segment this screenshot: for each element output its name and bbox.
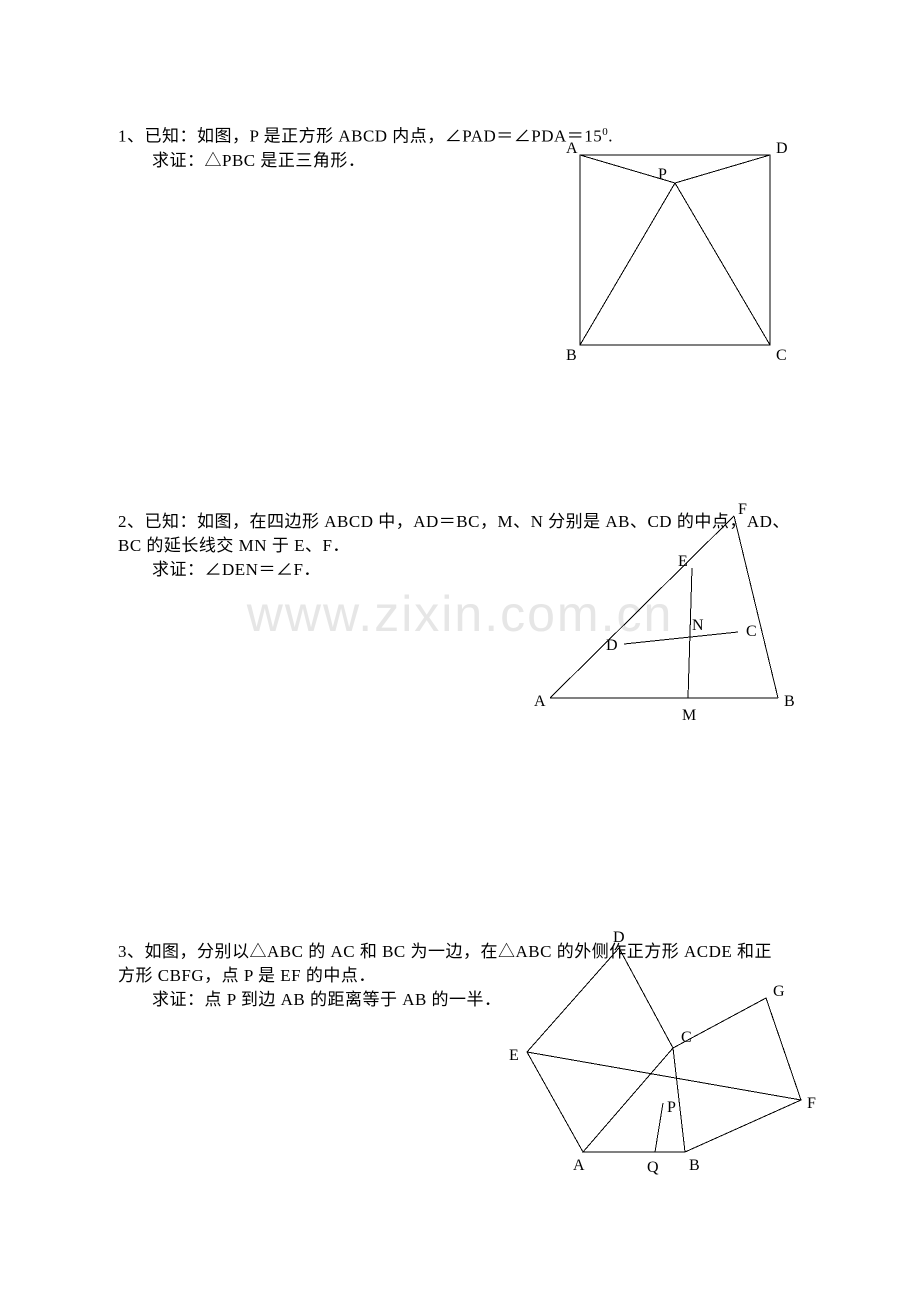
fig3-label-A: A — [573, 1157, 585, 1174]
fig3-label-C: C — [681, 1029, 692, 1046]
fig2-label-B: B — [784, 693, 795, 710]
fig3-label-B: B — [689, 1157, 700, 1174]
fig3-label-Q: Q — [647, 1159, 659, 1176]
fig2-label-N: N — [692, 617, 704, 634]
page: www.zixin.com.cn 1、已知：如图，P 是正方形 ABCD 内点，… — [0, 0, 920, 1303]
fig3-label-D: D — [613, 929, 625, 946]
fig3-label-P: P — [667, 1099, 676, 1116]
fig2-label-M: M — [682, 707, 696, 724]
fig2-label-A: A — [534, 693, 546, 710]
figure-2: A B M D C N E F — [520, 498, 820, 733]
fig3-label-E: E — [509, 1047, 519, 1064]
fig1-label-B: B — [566, 347, 577, 364]
fig1-label-P: P — [658, 166, 667, 183]
figure-3: A B C D E G F P Q — [495, 920, 835, 1185]
fig3-label-G: G — [773, 983, 785, 1000]
fig2-label-C: C — [746, 623, 757, 640]
fig3-label-F: F — [807, 1095, 816, 1112]
fig2-label-D: D — [606, 637, 618, 654]
p1-line1-main: 1、已知：如图，P 是正方形 ABCD 内点，∠PAD＝∠PDA＝15 — [118, 127, 602, 146]
fig2-label-E: E — [678, 553, 688, 570]
figure-1: A D B C P — [550, 135, 810, 375]
fig1-label-D: D — [776, 140, 788, 157]
fig1-label-C: C — [776, 347, 787, 364]
fig1-label-A: A — [566, 140, 578, 157]
fig2-label-F: F — [738, 501, 747, 518]
